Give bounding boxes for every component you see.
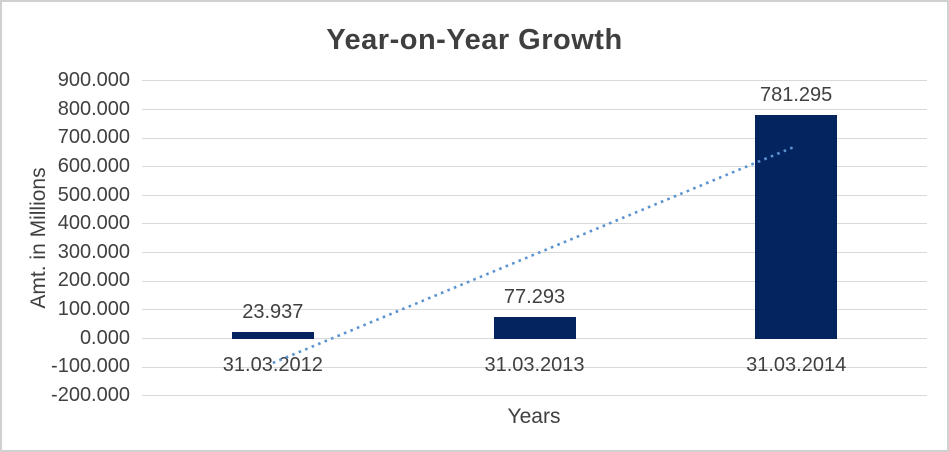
y-gridline <box>142 395 927 397</box>
y-tick-label: 600.000 <box>57 154 130 177</box>
y-tick-label: 300.000 <box>57 240 130 263</box>
y-tick-label: 700.000 <box>57 126 130 149</box>
y-gridline <box>142 108 927 110</box>
y-tick-label: 500.000 <box>57 183 130 206</box>
y-tick-label: 400.000 <box>57 212 130 235</box>
y-tick-label: 800.000 <box>57 97 130 120</box>
bar-31.03.2013 <box>493 316 576 339</box>
y-tick-label: 200.000 <box>57 269 130 292</box>
chart-title: Year-on-Year Growth <box>326 24 623 56</box>
y-tick-label: 900.000 <box>57 69 130 91</box>
y-gridline <box>142 366 927 368</box>
y-gridline <box>142 80 927 82</box>
y-tick-label: -200.000 <box>51 384 130 406</box>
x-axis-title: Years <box>507 405 561 428</box>
x-category-label: 31.03.2014 <box>746 353 847 376</box>
bar-31.03.2014 <box>755 114 838 339</box>
y-tick-label: 100.000 <box>57 298 130 321</box>
x-category-label: 31.03.2012 <box>222 353 323 376</box>
y-tick-label: 0.000 <box>79 326 130 349</box>
y-tick-label: -100.000 <box>51 355 130 378</box>
y-gridline <box>142 137 927 139</box>
x-category-label: 31.03.2013 <box>484 353 585 376</box>
data-label: 23.937 <box>242 300 304 323</box>
data-label: 781.295 <box>760 83 833 106</box>
data-label: 77.293 <box>503 285 566 308</box>
bar-31.03.2012 <box>231 331 314 339</box>
